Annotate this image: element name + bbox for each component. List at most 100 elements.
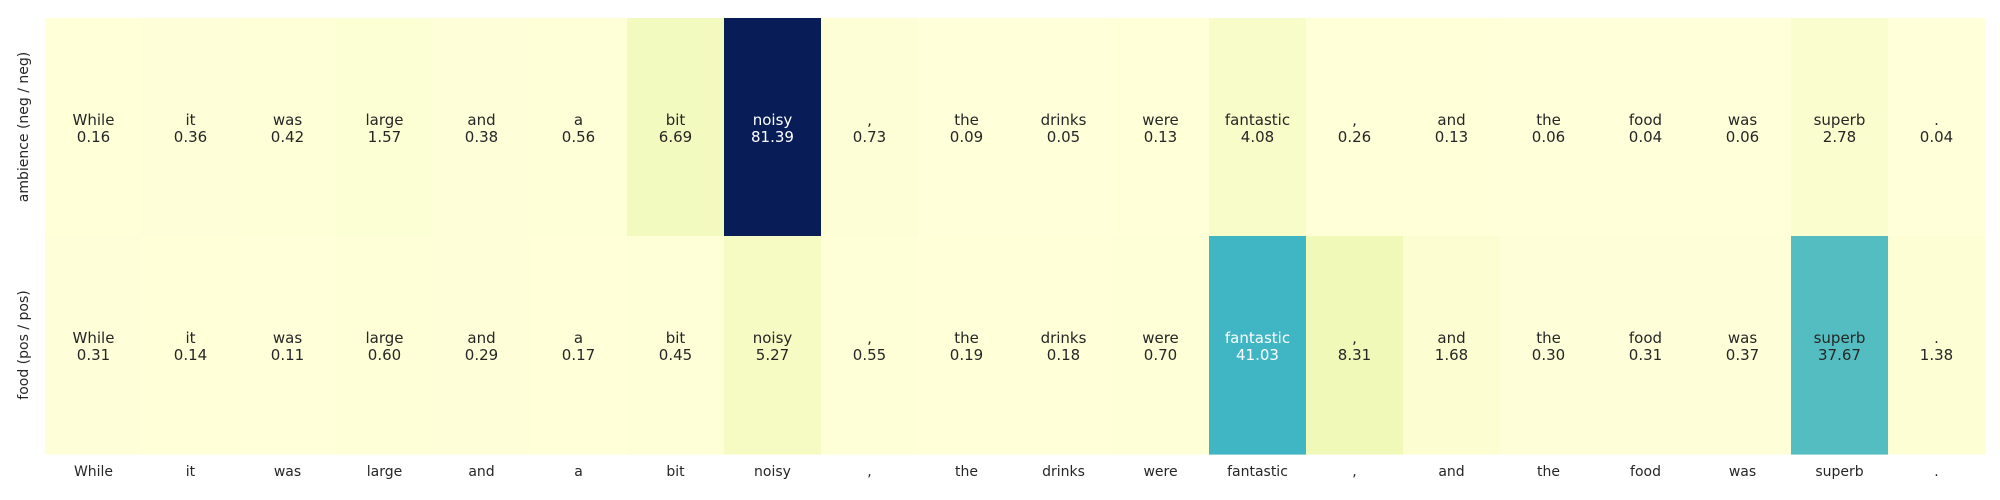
cell-value-label: 1.68: [1435, 346, 1468, 364]
cell-value-label: 0.18: [1047, 346, 1080, 364]
cell-token-label: noisy: [753, 111, 793, 129]
x-tick-label: drinks: [1042, 464, 1085, 480]
cell-token-label: bit: [666, 111, 686, 129]
heatmap-cell-row0-5: [530, 18, 628, 237]
heatmap-cell-row0-12: [1209, 18, 1307, 237]
x-tick-label: food: [1630, 464, 1661, 480]
x-tick-label: was: [1729, 464, 1756, 480]
x-tick-label: were: [1143, 464, 1177, 480]
heatmap-cell-row0-15: [1500, 18, 1598, 237]
heatmap-cell-row1-19: [1888, 236, 1986, 455]
heatmap-cell-row1-4: [433, 236, 531, 455]
cell-value-label: 0.11: [271, 346, 304, 364]
x-tick-label: bit: [666, 464, 685, 480]
heatmap-cell-row0-1: [142, 18, 240, 237]
cell-value-label: 5.27: [756, 346, 789, 364]
heatmap-cell-row0-8: [821, 18, 919, 237]
x-tick-label: fantastic: [1227, 464, 1288, 480]
heatmap-cell-row0-13: [1306, 18, 1404, 237]
x-tick-label: ,: [1352, 464, 1356, 480]
cell-value-label: 0.38: [465, 128, 498, 146]
cell-value-label: 6.69: [659, 128, 692, 146]
cell-value-label: 0.45: [659, 346, 692, 364]
cell-token-label: ,: [1352, 329, 1357, 347]
heatmap-cell-row0-14: [1403, 18, 1501, 237]
x-axis-tick-labels: While it was large and a bit noisy, the drinks wer…: [74, 464, 1939, 480]
cell-value-label: 1.57: [368, 128, 401, 146]
cell-token-label: was: [273, 329, 302, 347]
cell-token-label: superb: [1814, 329, 1866, 347]
heatmap-cell-row0-2: [239, 18, 337, 237]
cell-token-label: food: [1629, 111, 1662, 129]
cell-value-label: 0.42: [271, 128, 304, 146]
x-tick-label: the: [1537, 464, 1560, 480]
x-tick-label: large: [367, 464, 402, 480]
cell-value-label: 0.37: [1726, 346, 1759, 364]
heatmap-cell-row0-4: [433, 18, 531, 237]
cell-token-label: fantastic: [1225, 111, 1290, 129]
heatmap-cell-row1-6: [627, 236, 725, 455]
cell-token-label: fantastic: [1225, 329, 1290, 347]
cell-value-label: 0.70: [1144, 346, 1177, 364]
cell-token-label: was: [1728, 111, 1757, 129]
heatmap-cell-row0-11: [1112, 18, 1210, 237]
heatmap-cell-row1-14: [1403, 236, 1501, 455]
cell-value-label: 37.67: [1818, 346, 1861, 364]
heatmap-cell-row1-11: [1112, 236, 1210, 455]
cell-value-label: 0.06: [1726, 128, 1759, 146]
cell-token-label: .: [1934, 111, 1939, 129]
y-tick-label: ambience (neg / neg): [16, 52, 32, 203]
y-tick-label: food (pos / pos): [16, 290, 32, 399]
cell-value-label: 0.04: [1629, 128, 1662, 146]
heatmap-cell-row1-5: [530, 236, 628, 455]
cell-value-label: 0.13: [1144, 128, 1177, 146]
cell-token-label: food: [1629, 329, 1662, 347]
x-tick-label: superb: [1815, 464, 1863, 480]
cell-token-label: a: [574, 329, 583, 347]
heatmap-cell-row0-3: [336, 18, 434, 237]
cell-token-label: noisy: [753, 329, 793, 347]
cell-value-label: 0.31: [1629, 346, 1662, 364]
x-tick-label: ,: [867, 464, 871, 480]
cell-token-label: .: [1934, 329, 1939, 347]
cell-token-label: the: [954, 329, 979, 347]
cell-value-label: 0.73: [853, 128, 886, 146]
heatmap-cell-row0-7: [724, 18, 822, 237]
cell-token-label: ,: [1352, 111, 1357, 129]
cell-value-label: 0.16: [77, 128, 110, 146]
heatmap-cell-row1-0: [45, 236, 143, 455]
cell-value-label: 0.31: [77, 346, 110, 364]
cell-token-label: were: [1142, 329, 1179, 347]
cell-token-label: were: [1142, 111, 1179, 129]
cell-value-label: 2.78: [1823, 128, 1856, 146]
x-tick-label: and: [468, 464, 494, 480]
heatmap-cell-row1-9: [918, 236, 1016, 455]
heatmap-cell-row1-2: [239, 236, 337, 455]
x-tick-label: a: [574, 464, 583, 480]
cell-token-label: and: [467, 329, 495, 347]
cell-value-label: 0.13: [1435, 128, 1468, 146]
y-axis-tick-labels: ambience (neg / neg) food (pos / pos): [16, 52, 32, 400]
cell-token-label: bit: [666, 329, 686, 347]
cell-value-label: 0.29: [465, 346, 498, 364]
cell-value-label: 0.14: [174, 346, 207, 364]
cell-value-label: 0.17: [562, 346, 595, 364]
cell-token-label: ,: [867, 111, 872, 129]
cell-value-label: 0.36: [174, 128, 207, 146]
heatmap-cell-row0-9: [918, 18, 1016, 237]
cell-token-label: and: [1437, 111, 1465, 129]
cell-value-label: 81.39: [751, 128, 794, 146]
heatmap-cell-row1-10: [1015, 236, 1113, 455]
cell-token-label: was: [1728, 329, 1757, 347]
heatmap-cell-row0-10: [1015, 18, 1113, 237]
cell-token-label: While: [73, 111, 115, 129]
heatmap-cell-row0-6: [627, 18, 725, 237]
heatmap-cell-row0-17: [1694, 18, 1792, 237]
cell-value-label: 1.38: [1920, 346, 1953, 364]
heatmap-cell-row0-0: [45, 18, 143, 237]
heatmap-cell-row1-15: [1500, 236, 1598, 455]
x-tick-label: While: [74, 464, 113, 480]
cell-value-label: 0.56: [562, 128, 595, 146]
cell-token-label: While: [73, 329, 115, 347]
